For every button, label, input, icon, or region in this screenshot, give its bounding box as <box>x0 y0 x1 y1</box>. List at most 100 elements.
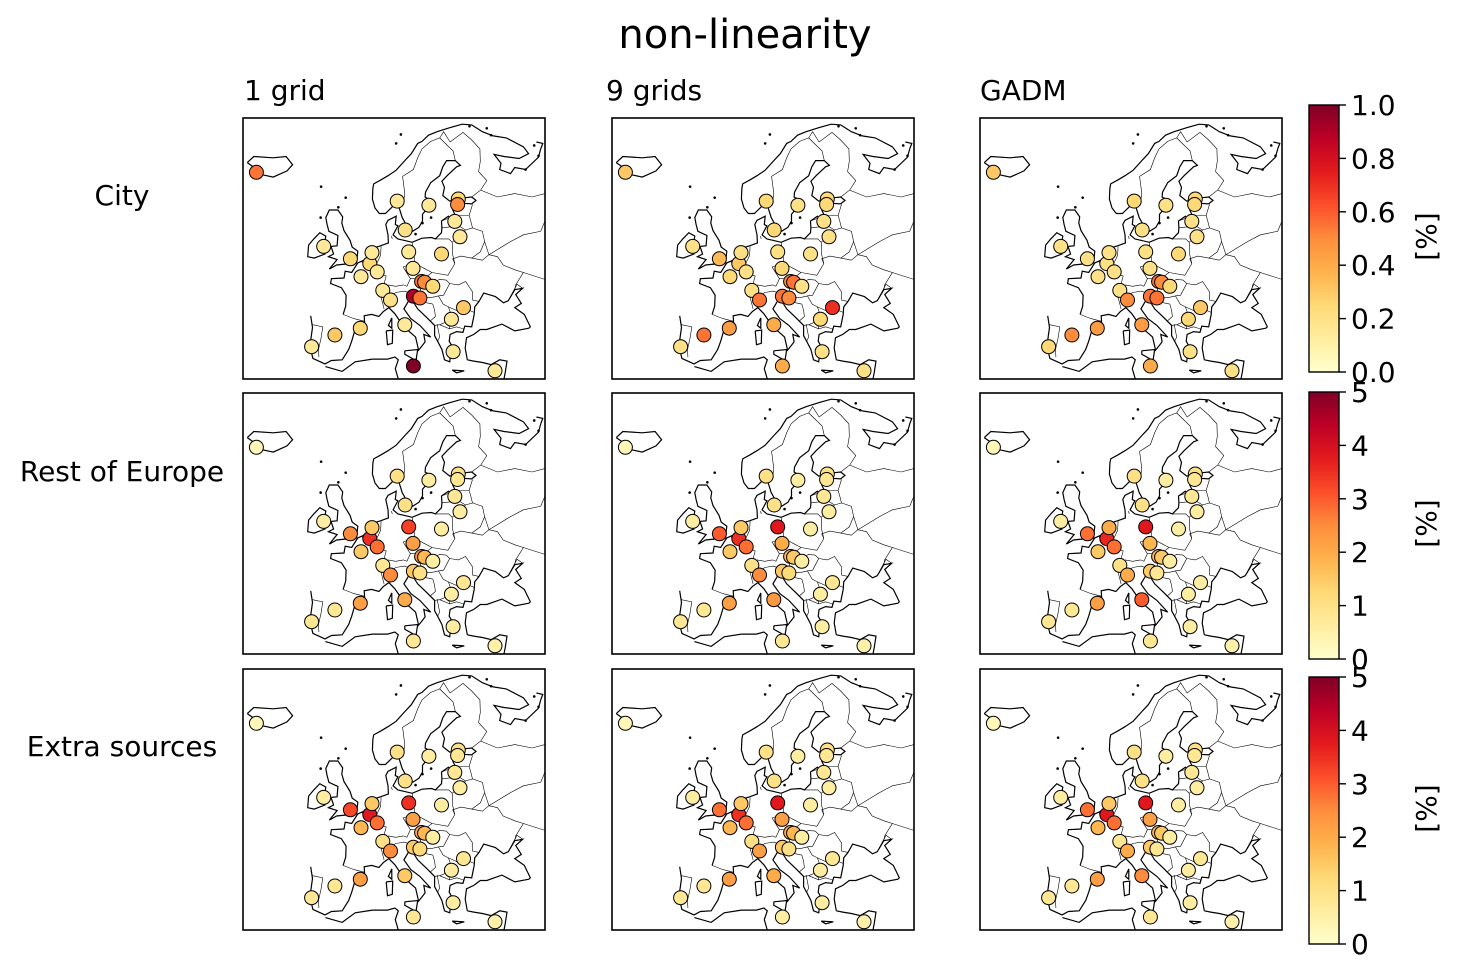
city-marker-warsaw <box>803 521 818 537</box>
coastline <box>385 329 394 346</box>
coastline <box>325 760 359 821</box>
city-marker-rome <box>397 317 413 333</box>
city-marker-riga <box>816 488 832 504</box>
island <box>1081 471 1084 474</box>
coastline <box>1188 369 1202 374</box>
country-border <box>760 236 762 239</box>
country-border <box>849 464 914 473</box>
country-border <box>1173 324 1178 342</box>
country-border <box>1079 865 1102 873</box>
colorbar-tick-label: 0.0 <box>1351 356 1396 389</box>
city-marker-barcelona <box>721 320 737 336</box>
coastline <box>385 880 394 897</box>
city-marker-sofia <box>443 586 459 602</box>
island <box>901 144 905 147</box>
city-marker-barcelona <box>721 871 737 887</box>
city-marker-copenhagen <box>766 773 782 789</box>
column-title-gadm: GADM <box>980 74 1067 107</box>
country-border <box>818 281 849 302</box>
map-frame <box>242 392 546 655</box>
map-frame <box>242 668 546 931</box>
country-border <box>439 131 488 198</box>
coastline <box>385 604 394 621</box>
city-marker-oslo <box>1126 468 1142 484</box>
city-marker-berlin <box>1138 795 1154 811</box>
city-marker-nicosia <box>856 638 872 654</box>
country-border <box>849 740 914 749</box>
city-marker-dublin <box>685 513 701 529</box>
country-border <box>1260 823 1282 831</box>
city-marker-barcelona <box>352 595 368 611</box>
country-border <box>1173 599 1178 617</box>
coastline <box>1273 692 1281 701</box>
city-marker-luxembourg <box>369 264 385 280</box>
coastline <box>833 323 899 360</box>
city-marker-dublin <box>1053 238 1069 254</box>
island <box>837 399 840 403</box>
island <box>1205 399 1208 403</box>
country-border <box>1167 855 1173 872</box>
country-border <box>799 304 805 321</box>
city-marker-amsterdam <box>364 796 380 812</box>
city-marker-oslo <box>758 744 774 760</box>
city-marker-milan <box>383 567 398 583</box>
coastline <box>836 359 877 379</box>
city-marker-luxembourg <box>738 539 754 555</box>
island <box>319 185 323 188</box>
country-border <box>439 682 488 749</box>
coastline <box>387 868 393 881</box>
map-panel-1-1 <box>611 392 915 655</box>
coastline <box>307 782 327 810</box>
island <box>1081 747 1084 750</box>
country-border <box>449 281 480 302</box>
map-frame <box>611 392 915 655</box>
country-border <box>840 516 854 534</box>
island <box>414 507 417 511</box>
island <box>1158 496 1161 500</box>
country-border <box>387 553 415 562</box>
island <box>1269 695 1273 698</box>
city-marker-bucharest <box>825 575 840 591</box>
colorbar-tick-label: 4 <box>1351 714 1369 747</box>
map-frame <box>242 117 546 380</box>
island <box>399 133 403 136</box>
island <box>798 491 802 494</box>
country-border <box>1245 283 1260 301</box>
city-marker-rome <box>397 592 413 608</box>
island <box>713 471 716 474</box>
city-marker-lisbon <box>673 890 689 906</box>
country-border <box>1167 579 1173 596</box>
country-border <box>805 875 810 893</box>
city-marker-milan <box>1120 292 1135 308</box>
city-marker-london <box>1079 802 1095 818</box>
island <box>858 133 862 137</box>
coastline <box>698 123 911 315</box>
city-marker-tallinn <box>819 197 835 212</box>
country-border <box>436 599 441 617</box>
city-marker-copenhagen <box>766 497 782 513</box>
island <box>421 496 424 500</box>
city-marker-barcelona <box>721 595 737 611</box>
country-border <box>488 220 545 255</box>
country-border <box>508 558 523 576</box>
island <box>319 460 323 463</box>
island <box>337 480 340 484</box>
island <box>537 154 540 158</box>
city-marker-reykjavik <box>248 164 264 180</box>
city-marker-london <box>342 526 358 542</box>
city-marker-nicosia <box>856 914 872 930</box>
country-border <box>480 189 545 198</box>
island <box>1226 408 1230 412</box>
country-border <box>472 227 490 255</box>
city-marker-dublin <box>1053 513 1069 529</box>
country-border <box>892 823 914 831</box>
coastline <box>754 880 763 897</box>
city-marker-budapest <box>1162 553 1178 569</box>
island <box>688 767 691 770</box>
island <box>783 783 786 787</box>
country-border <box>1209 227 1227 255</box>
country-border <box>1208 792 1222 810</box>
coastline <box>464 598 530 635</box>
city-marker-budapest <box>1162 278 1178 294</box>
island <box>1158 221 1161 225</box>
